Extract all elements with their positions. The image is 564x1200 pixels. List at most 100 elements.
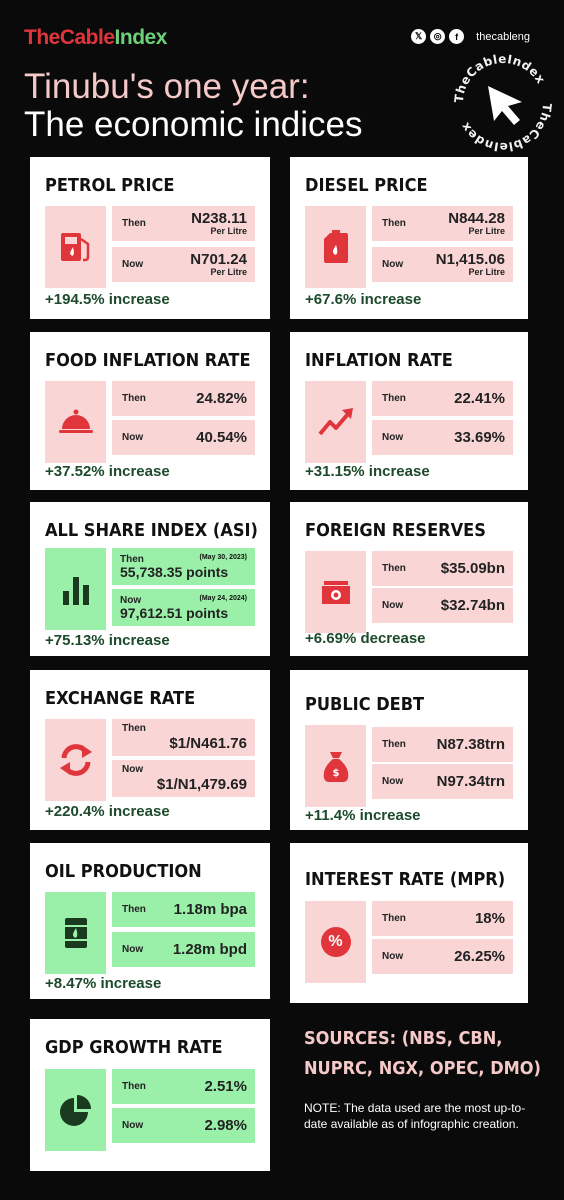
then-unit: Per Litre <box>210 225 247 236</box>
now-label: Now <box>122 1120 144 1131</box>
then-row: Then 18% <box>372 901 513 936</box>
now-label: Now <box>122 764 144 775</box>
then-row: Then N238.11 Per Litre <box>112 206 255 241</box>
then-label: Then <box>122 1081 146 1092</box>
now-label: Now <box>120 594 142 606</box>
card-title: DIESEL PRICE <box>305 175 428 196</box>
card-all-share-index: ALL SHARE INDEX (ASI) Then (May 30, 2023… <box>30 502 270 656</box>
sources-text: SOURCES: (NBS, CBN, NUPRC, NGX, OPEC, DM… <box>304 1028 541 1079</box>
card-title: INTEREST RATE (MPR) <box>305 869 506 890</box>
card-exchange-rate: EXCHANGE RATE Then $1/N461.76 Now $1/N1,… <box>30 670 270 830</box>
change-text: +220.4% increase <box>45 803 170 820</box>
now-row: Now (May 24, 2024) 97,612.51 points <box>112 589 255 626</box>
then-value: 18% <box>474 910 505 927</box>
bar-chart-icon <box>45 548 106 630</box>
then-row: Then $1/N461.76 <box>112 719 255 756</box>
jerrycan-icon <box>305 206 366 288</box>
now-value: 26.25% <box>454 948 505 965</box>
now-date: (May 24, 2024) <box>199 594 247 602</box>
then-label: Then <box>382 739 406 750</box>
now-value: $1/N1,479.69 <box>156 776 247 793</box>
now-value: 2.98% <box>204 1117 247 1134</box>
now-unit: Per Litre <box>210 266 247 277</box>
page-title: Tinubu's one year: The economic indices <box>24 68 363 144</box>
then-row: Then $35.09bn <box>372 551 513 586</box>
sources-note: NOTE: The data used are the most up-to-d… <box>304 1101 526 1131</box>
now-value: N701.24 <box>190 250 247 268</box>
then-row: Then 2.51% <box>112 1069 255 1104</box>
now-label: Now <box>382 600 404 611</box>
card-diesel-price: DIESEL PRICE Then N844.28 Per Litre Now N… <box>290 157 528 319</box>
social-handle: thecableng <box>476 30 530 43</box>
change-text: +194.5% increase <box>45 291 170 308</box>
card-title: PUBLIC DEBT <box>305 694 425 715</box>
now-value: $32.74bn <box>440 597 505 614</box>
then-value: N87.38trn <box>436 736 505 753</box>
x-icon[interactable]: 𝕏 <box>411 29 427 44</box>
then-label: Then <box>382 913 406 924</box>
now-row: Now 2.98% <box>112 1108 255 1143</box>
arrow-cursor-icon <box>488 86 522 125</box>
card-title: FOOD INFLATION RATE <box>45 350 251 371</box>
now-row: Now N97.34trn <box>372 764 513 799</box>
card-interest-rate: INTEREST RATE (MPR) % Then 18% Now 26.25… <box>290 843 528 1003</box>
then-row: Then 24.82% <box>112 381 255 416</box>
now-label: Now <box>382 259 404 270</box>
now-label: Now <box>122 944 144 955</box>
then-value: 1.18m bpa <box>173 901 247 918</box>
now-row: Now N701.24 Per Litre <box>112 247 255 282</box>
brand-logo-part1: TheCable <box>24 26 115 49</box>
then-row: Then N87.38trn <box>372 727 513 762</box>
now-label: Now <box>382 951 404 962</box>
now-row: Now 33.69% <box>372 420 513 455</box>
card-title: ALL SHARE INDEX (ASI) <box>45 520 258 541</box>
now-row: Now N1,415.06 Per Litre <box>372 247 513 282</box>
then-value: 2.51% <box>204 1078 247 1095</box>
then-row: Then N844.28 Per Litre <box>372 206 513 241</box>
then-label: Then <box>382 393 406 404</box>
card-food-inflation: FOOD INFLATION RATE Then 24.82% Now 40.5… <box>30 332 270 490</box>
then-row: Then 22.41% <box>372 381 513 416</box>
now-row: Now $1/N1,479.69 <box>112 760 255 797</box>
then-label: Then <box>122 904 146 915</box>
now-row: Now $32.74bn <box>372 588 513 623</box>
then-label: Then <box>120 553 144 565</box>
percent-badge: % <box>320 927 351 957</box>
change-text: +75.13% increase <box>45 632 170 649</box>
then-label: Then <box>382 563 406 574</box>
then-label: Then <box>122 393 146 404</box>
card-title: FOREIGN RESERVES <box>305 520 486 541</box>
instagram-icon[interactable]: ◎ <box>430 29 446 44</box>
card-title: EXCHANGE RATE <box>45 688 196 709</box>
now-row: Now 26.25% <box>372 939 513 974</box>
watermark-stamp: TheCableIndex TheCableIndex <box>452 52 554 154</box>
oil-barrel-icon <box>45 892 106 974</box>
cash-stack-icon <box>305 551 366 633</box>
card-title: INFLATION RATE <box>305 350 453 371</box>
then-value: 22.41% <box>454 390 505 407</box>
trend-up-arrow-icon <box>305 381 366 463</box>
then-value: 55,738.35 points <box>120 563 229 580</box>
then-label: Then <box>122 218 146 229</box>
now-label: Now <box>382 432 404 443</box>
now-value: N97.34trn <box>436 773 505 790</box>
then-label: Then <box>122 723 146 734</box>
now-value: 33.69% <box>454 429 505 446</box>
now-value: 1.28m bpd <box>172 941 247 958</box>
change-text: +67.6% increase <box>305 291 422 308</box>
card-gdp-growth: GDP GROWTH RATE Then 2.51% Now 2.98% <box>30 1019 270 1171</box>
then-date: (May 30, 2023) <box>199 553 247 561</box>
card-title: PETROL PRICE <box>45 175 175 196</box>
now-unit: Per Litre <box>468 266 505 277</box>
then-unit: Per Litre <box>468 225 505 236</box>
title-line-1: Tinubu's one year: <box>24 67 310 106</box>
title-line-2: The economic indices <box>24 105 363 144</box>
facebook-icon[interactable]: f <box>449 29 465 44</box>
then-label: Then <box>382 218 406 229</box>
card-title: GDP GROWTH RATE <box>45 1037 223 1058</box>
then-value: N844.28 <box>448 209 505 227</box>
now-value: 40.54% <box>196 429 247 446</box>
brand-logo-part2: Index <box>114 26 168 49</box>
exchange-arrows-icon <box>45 719 106 801</box>
now-row: Now 1.28m bpd <box>112 932 255 967</box>
